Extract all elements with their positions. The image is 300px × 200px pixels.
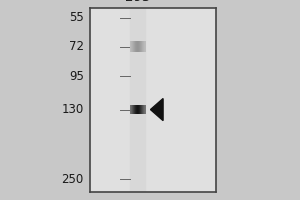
- Text: 95: 95: [69, 70, 84, 83]
- Text: 55: 55: [69, 11, 84, 24]
- Text: 130: 130: [61, 103, 84, 116]
- Text: 250: 250: [61, 173, 84, 186]
- Polygon shape: [151, 99, 163, 121]
- Text: 293: 293: [125, 0, 151, 4]
- Text: 72: 72: [69, 40, 84, 53]
- Bar: [130, 8, 146, 192]
